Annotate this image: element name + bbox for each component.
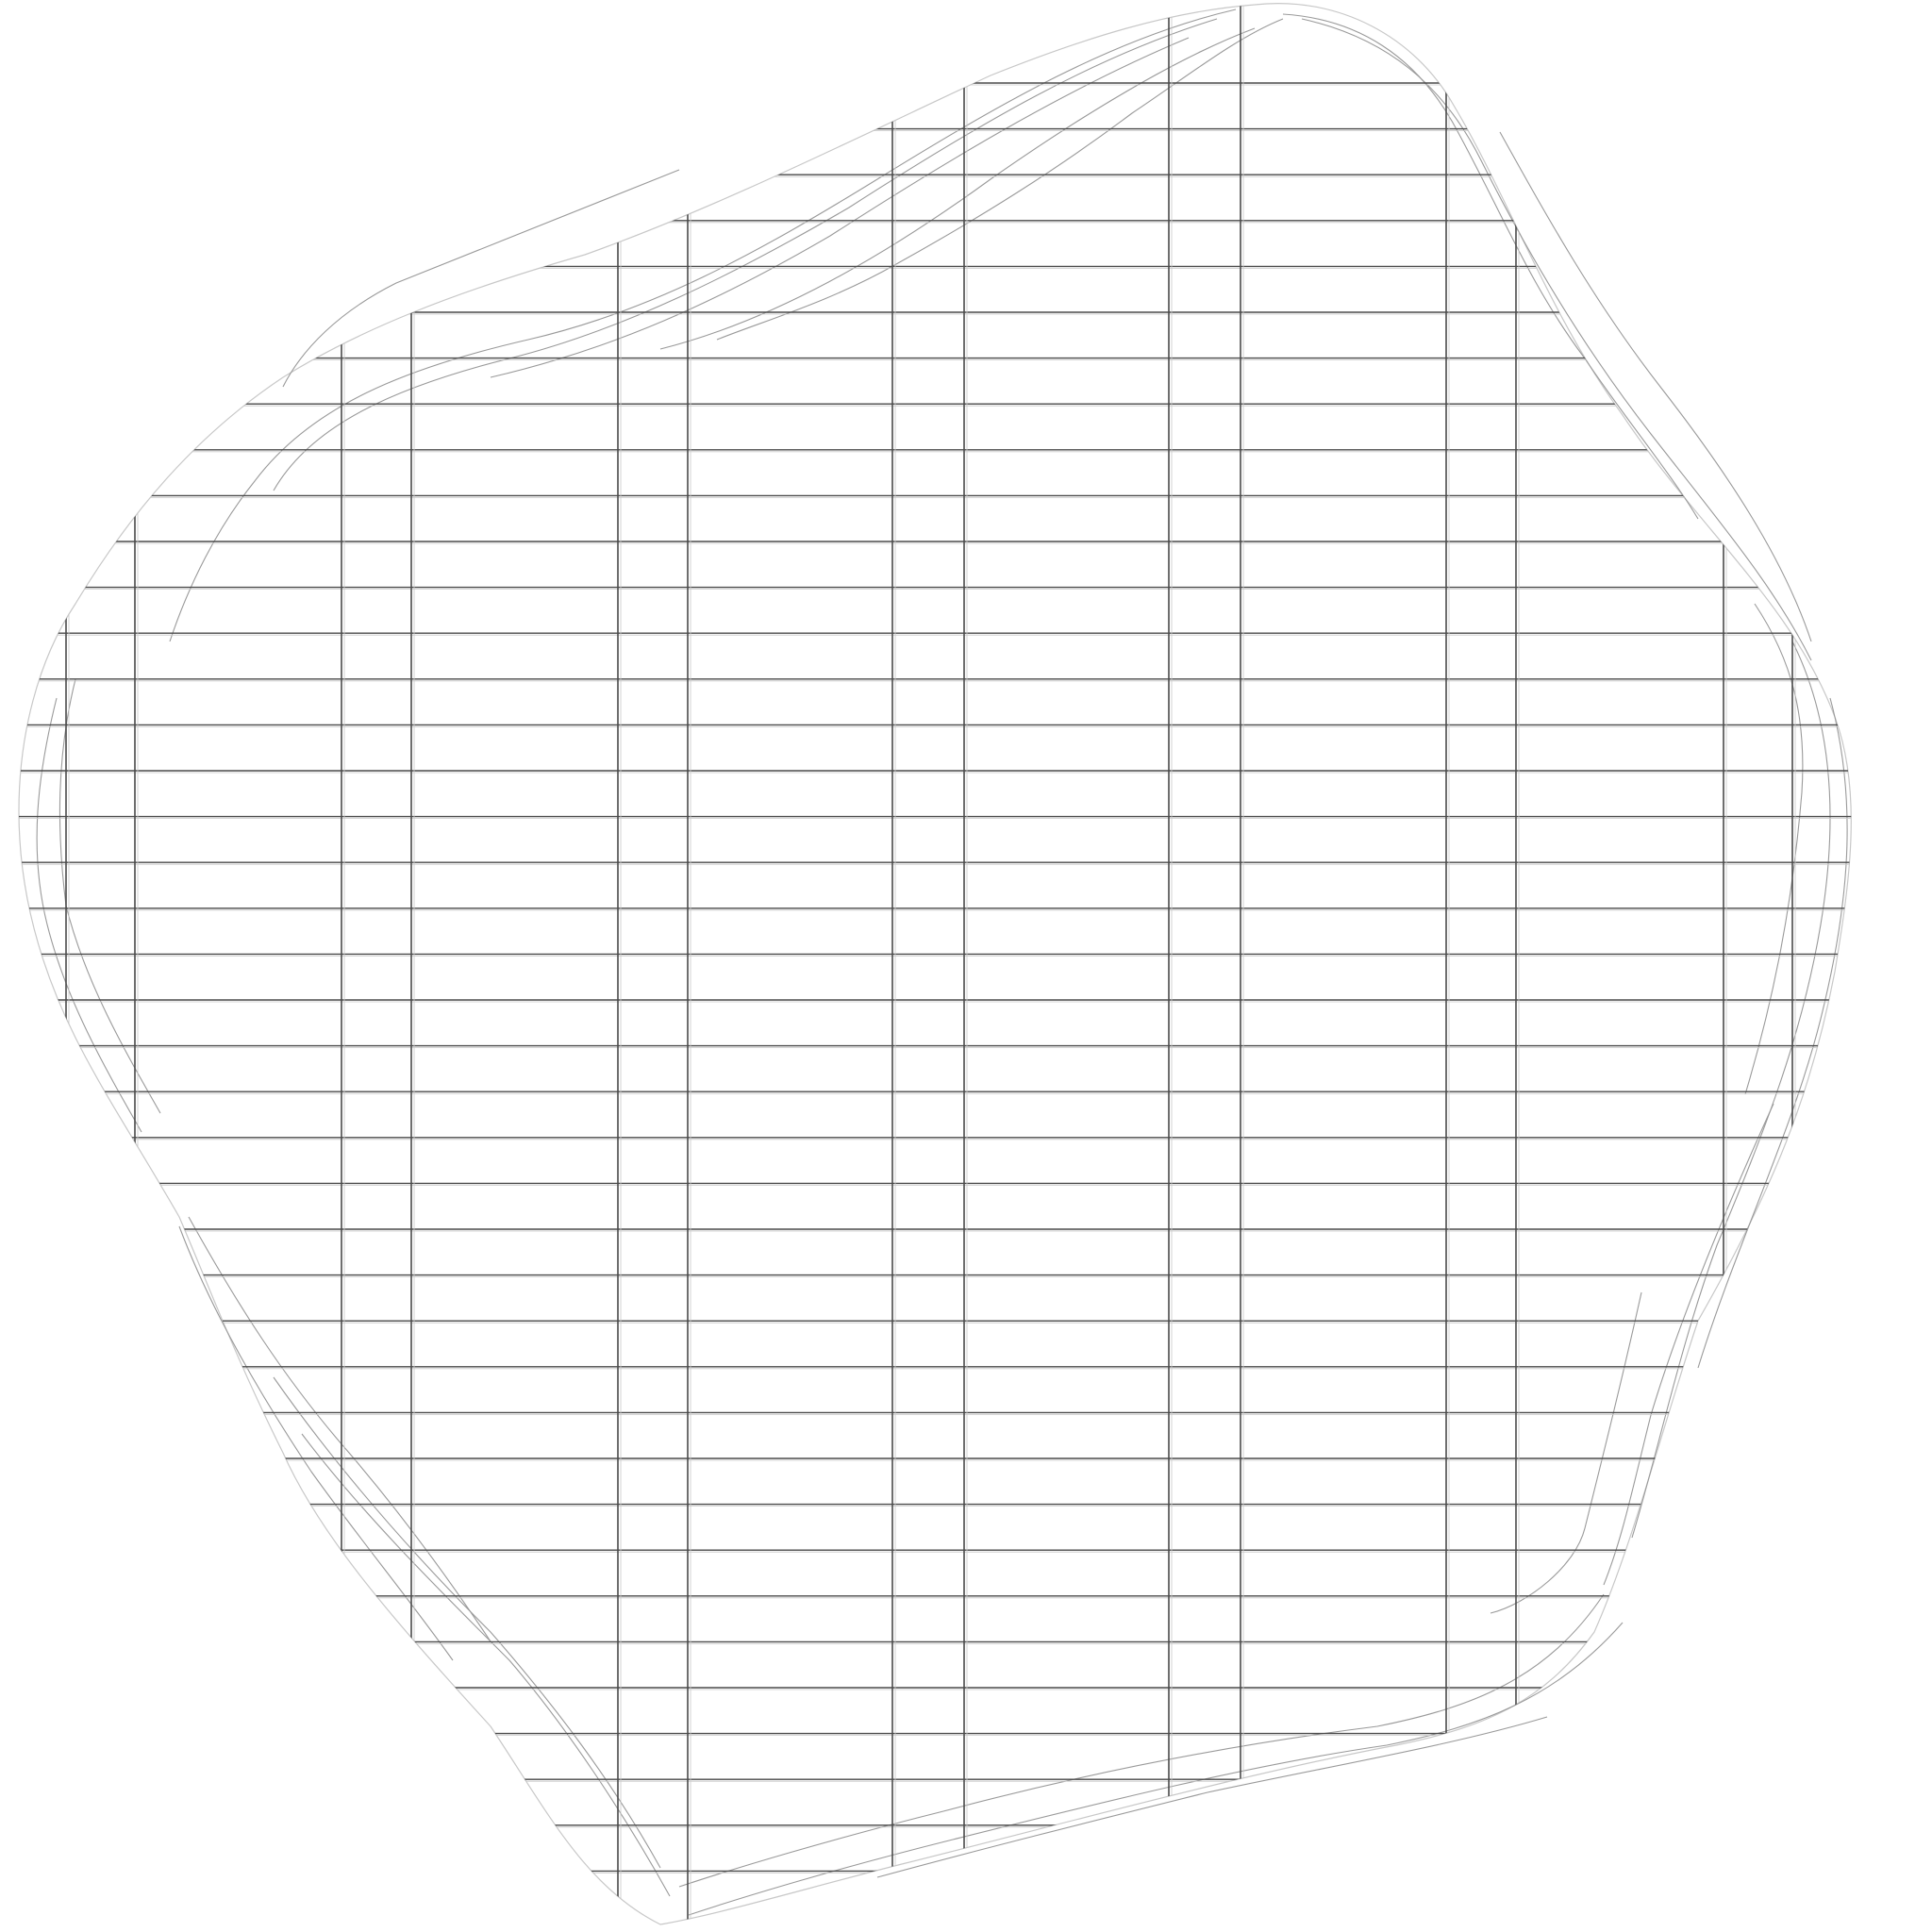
curved-road [659, 27, 1256, 350]
curved-road [716, 18, 1284, 341]
curved-road [1744, 603, 1804, 1095]
curved-road [1631, 641, 1831, 1539]
curved-road [688, 1622, 1624, 1916]
curved-road [876, 1716, 1548, 1878]
curved-roads [36, 8, 1848, 1916]
curved-road [1603, 1103, 1774, 1586]
curved-road [301, 1433, 671, 1897]
faint-outline [18, 3, 1852, 1925]
curved-road [678, 1593, 1605, 1888]
curved-road [169, 8, 1237, 642]
curved-road [1490, 1291, 1642, 1614]
curved-road [178, 1225, 454, 1661]
curved-road [490, 37, 1190, 378]
curved-road [1499, 131, 1812, 642]
curved-road [36, 697, 142, 1133]
curved-road [273, 18, 1218, 491]
curved-road [273, 1376, 661, 1869]
curved-road [1697, 697, 1848, 1369]
curved-road [282, 169, 680, 388]
curved-road [188, 1216, 491, 1642]
vertical-streets [65, 3, 1796, 1925]
curved-road [1301, 18, 1812, 661]
horizontal-streets [19, 82, 1852, 1874]
curved-road [1282, 13, 1699, 520]
